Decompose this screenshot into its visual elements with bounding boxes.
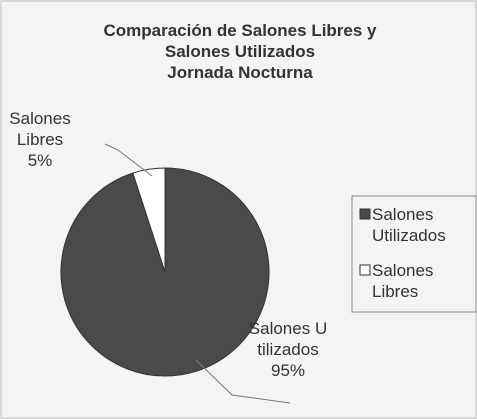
- leader-line: [195, 359, 291, 404]
- data-label: Salones Libres 5%: [5, 108, 75, 171]
- legend-swatch: [359, 208, 371, 220]
- pie-slice: [132, 167, 166, 273]
- legend-box: [351, 195, 477, 313]
- chart-title: Comparación de Salones Libres y Salones …: [103, 21, 377, 82]
- legend-swatch: [359, 264, 371, 276]
- legend-label: Salones Libres: [372, 261, 434, 301]
- data-label: Salones Utilizados 95%: [248, 318, 328, 381]
- leader-line: [104, 143, 153, 177]
- legend-label: Salones Utilizados: [372, 205, 446, 245]
- value-label: 95%: [270, 361, 306, 380]
- category-label: Salones Libres: [9, 109, 71, 149]
- category-label: Salones Utilizados: [248, 319, 328, 359]
- value-label: 5%: [27, 151, 53, 170]
